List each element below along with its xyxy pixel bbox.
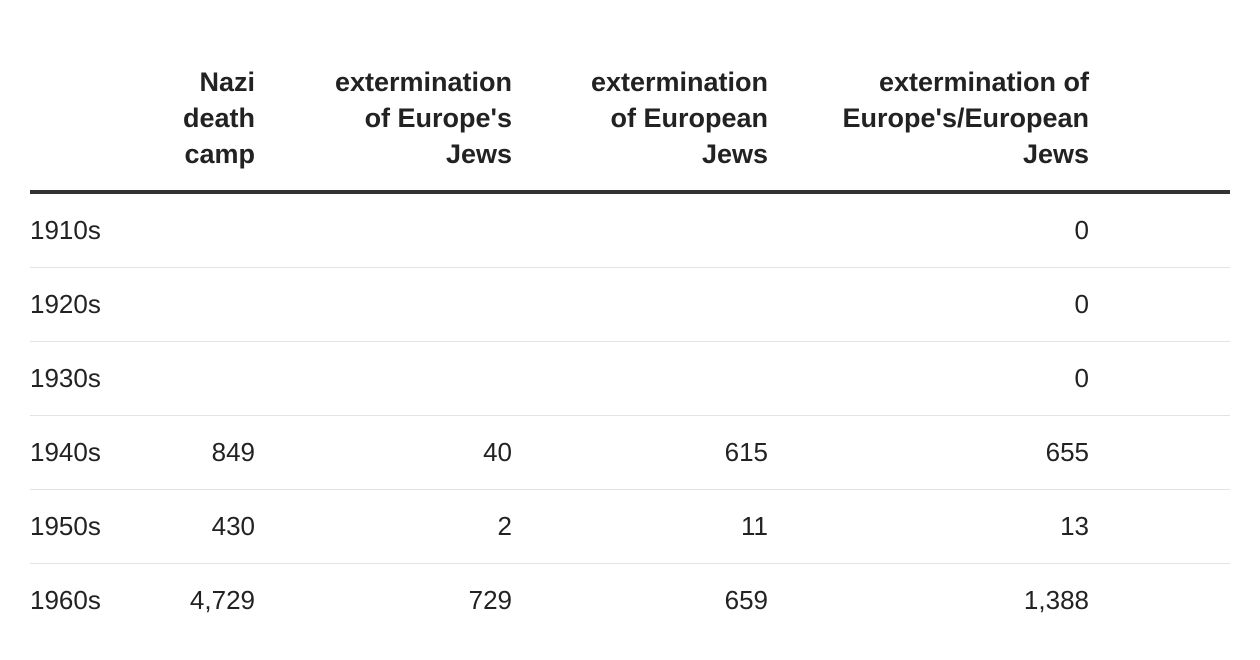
header-cell-holocaust: Holocaust (1089, 64, 1230, 194)
row-label-cell: 1910s (30, 192, 130, 268)
header-line: extermination (590, 67, 768, 97)
table-cell: 13 (768, 489, 1089, 564)
header-cell-extermination-of-europes-jews: extermination of Europe's Jews (255, 64, 512, 194)
table-cell: 59 (1089, 341, 1230, 416)
table-cell: 140 (1089, 564, 1230, 638)
row-label-cell: 1920s (30, 267, 130, 342)
row-label-cell: 1960s (30, 585, 101, 615)
table-row: 1940s 849 40 615 655 88 (30, 415, 1230, 490)
table-cell (255, 192, 512, 268)
table-row: 1920s 0 31 (30, 267, 1230, 342)
header-line: Nazi (199, 67, 255, 97)
table-cell (130, 341, 255, 416)
table-cell: 2 (255, 489, 512, 564)
table-cell: 0 (768, 341, 1089, 416)
data-table: Nazi death camp extermination of Europe'… (30, 64, 1230, 637)
header-cell-extermination-combined: extermination of Europe's/European Jews (768, 64, 1089, 194)
row-label-cell: 1950s (30, 489, 130, 564)
header-line: extermination of (878, 67, 1089, 97)
table-cell: 88 (1089, 415, 1230, 490)
header-row: Nazi death camp extermination of Europe'… (30, 64, 1230, 194)
table-cell: 430 (130, 489, 255, 564)
header-cell-extermination-of-european-jews: extermination of European Jews (512, 64, 768, 194)
table-cell: 659 (724, 585, 768, 615)
header-line: extermination (334, 67, 512, 97)
header-line: of Europe's (364, 103, 512, 133)
row-label-cell: 1930s (30, 341, 130, 416)
header-line: Jews (1022, 139, 1089, 169)
table-row: 1910s 0 40 (30, 192, 1230, 268)
header-line: Europe's/European (842, 103, 1089, 133)
header-line: death (182, 103, 255, 133)
table-row: 1930s 0 59 (30, 341, 1230, 416)
header-cell-decade (30, 64, 130, 194)
table-cell: 75 (1089, 489, 1230, 564)
table-cell: 1,388 (1023, 585, 1089, 615)
table-viewport[interactable]: Nazi death camp extermination of Europe'… (30, 0, 1230, 660)
table-row: 1960s 4,729 729 659 1,388 140 (30, 564, 1230, 638)
table-cell (512, 267, 768, 342)
header-line: of European (610, 103, 768, 133)
table-cell (512, 341, 768, 416)
header-cell-nazi-death-camp: Nazi death camp (130, 64, 255, 194)
table-cell: 615 (512, 415, 768, 490)
table-cell: 40 (255, 415, 512, 490)
table-cell: 0 (768, 192, 1089, 268)
table-cell (512, 192, 768, 268)
table-cell (130, 267, 255, 342)
table-cell: 4,729 (189, 585, 255, 615)
row-label-cell: 1940s (30, 415, 130, 490)
header-line: Jews (701, 139, 768, 169)
table-cell: 729 (468, 585, 512, 615)
table-cell: 31 (1089, 267, 1230, 342)
table-cell: 11 (512, 489, 768, 564)
table-cell: 655 (768, 415, 1089, 490)
table-cell (255, 341, 512, 416)
table-cell: 40 (1089, 192, 1230, 268)
header-line: Jews (445, 139, 512, 169)
table-cell (130, 192, 255, 268)
table-cell (255, 267, 512, 342)
table-row: 1950s 430 2 11 13 75 (30, 489, 1230, 564)
table-cell: 849 (130, 415, 255, 490)
header-line: Holocaust (1089, 136, 1230, 172)
table-cell: 0 (768, 267, 1089, 342)
header-line: camp (184, 139, 255, 169)
